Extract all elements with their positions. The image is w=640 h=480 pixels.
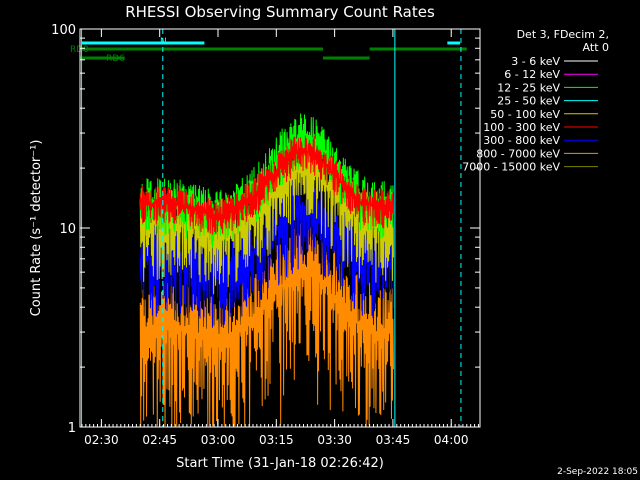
series-line-100-300-kev: [139, 135, 394, 235]
x-tick-label: 03:00: [201, 433, 236, 447]
x-tick-label: 02:45: [142, 433, 177, 447]
flag-label-rd6: RD6: [106, 54, 125, 64]
legend-entry-label: 800 - 7000 keV: [476, 147, 560, 160]
legend-entry-label: 300 - 800 keV: [483, 134, 560, 147]
y-tick-label: 10: [59, 222, 76, 237]
x-tick-label: 03:30: [317, 433, 352, 447]
legend-entry-label: 100 - 300 keV: [483, 121, 560, 134]
legend-entry-label: 6 - 12 keV: [504, 68, 560, 81]
legend-entry-label: 25 - 50 keV: [497, 95, 560, 108]
series-line-50-100-kev: [139, 133, 394, 295]
series-line-800-7000-kev: [139, 223, 394, 427]
footer-date: 2-Sep-2022 18:05: [557, 467, 638, 477]
x-axis-ticks: 02:30 02:45 03:00 03:15 03:30 03:45 04:00: [81, 29, 479, 447]
x-tick-label: 04:00: [434, 433, 469, 447]
legend-entry-label: 3 - 6 keV: [511, 55, 560, 68]
x-axis-label: Start Time (31-Jan-18 02:26:42): [176, 456, 384, 471]
x-tick-label: 03:15: [259, 433, 294, 447]
y-tick-label: 100: [51, 23, 76, 38]
legend-entry-label: 7000 - 15000 keV: [462, 161, 560, 174]
chart-title: RHESSI Observing Summary Count Rates: [125, 3, 435, 21]
legend-entry-label: 50 - 100 keV: [490, 108, 560, 121]
x-tick-label: 02:30: [84, 433, 119, 447]
y-axis-label: Count Rate (s⁻¹ detector⁻¹): [29, 140, 44, 317]
legend-title-line-1: Det 3, FDecim 2,: [517, 28, 609, 41]
x-tick-label: 03:45: [376, 433, 411, 447]
legend-entry-label: 12 - 25 keV: [497, 81, 560, 94]
flag-label-n: N: [160, 37, 167, 47]
y-tick-label: 1: [68, 421, 76, 436]
legend-title-line-2: Att 0: [583, 41, 609, 54]
y-axis-ticks: 1 10 100: [51, 23, 480, 436]
